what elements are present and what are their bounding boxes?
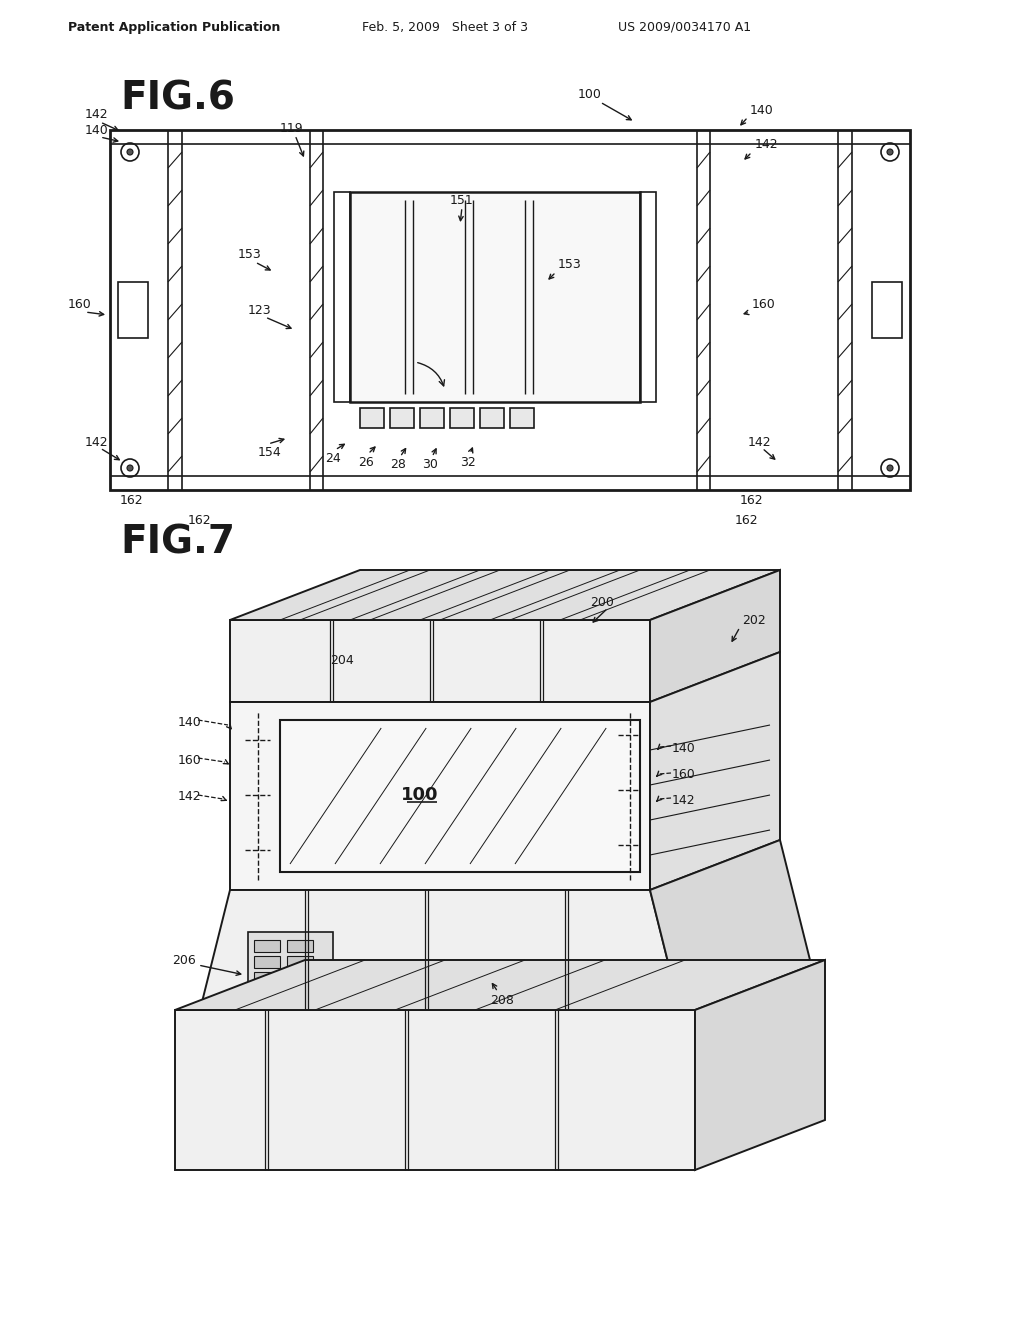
Text: 32: 32 (460, 455, 476, 469)
Bar (872, 282, 902, 338)
Polygon shape (175, 960, 825, 1010)
Text: 208: 208 (490, 994, 514, 1006)
Circle shape (127, 465, 133, 471)
Polygon shape (230, 620, 650, 702)
Bar (118, 282, 148, 338)
Text: 160: 160 (672, 768, 695, 781)
Text: 142: 142 (672, 793, 695, 807)
Text: 142: 142 (755, 139, 778, 152)
Text: 204: 204 (330, 653, 353, 667)
Text: 142: 142 (178, 791, 202, 804)
Text: 123: 123 (248, 304, 271, 317)
Bar (254, 940, 280, 952)
Polygon shape (695, 960, 825, 1170)
Bar (510, 408, 534, 428)
Text: 151: 151 (450, 194, 474, 206)
Text: 100: 100 (578, 88, 602, 102)
Bar (254, 956, 280, 968)
Polygon shape (230, 702, 650, 890)
Bar (110, 129, 910, 490)
Text: 162: 162 (188, 513, 212, 527)
Polygon shape (200, 890, 680, 1010)
Text: 162: 162 (740, 494, 764, 507)
Bar (640, 191, 656, 403)
Circle shape (887, 465, 893, 471)
Polygon shape (650, 652, 780, 890)
Text: 153: 153 (558, 259, 582, 272)
Text: 142: 142 (85, 436, 109, 449)
Bar (254, 972, 280, 983)
Text: 153: 153 (238, 248, 262, 261)
Text: 140: 140 (178, 715, 202, 729)
Text: 206: 206 (172, 953, 196, 966)
Bar (287, 940, 313, 952)
Text: FIG.7: FIG.7 (120, 523, 234, 561)
Text: US 2009/0034170 A1: US 2009/0034170 A1 (618, 21, 752, 33)
Polygon shape (230, 570, 780, 620)
Text: 162: 162 (735, 513, 759, 527)
Text: 140: 140 (85, 124, 109, 136)
Text: 119: 119 (280, 121, 304, 135)
Text: 100: 100 (401, 785, 438, 804)
Bar (390, 408, 414, 428)
Bar (287, 956, 313, 968)
Circle shape (887, 149, 893, 154)
Text: 30: 30 (422, 458, 438, 471)
Bar (450, 408, 474, 428)
Text: 154: 154 (258, 446, 282, 458)
Bar (480, 408, 504, 428)
Text: 200: 200 (590, 595, 613, 609)
Bar (360, 408, 384, 428)
Bar (420, 408, 444, 428)
Bar (287, 972, 313, 983)
Polygon shape (650, 840, 810, 1010)
Text: 162: 162 (120, 494, 143, 507)
Text: 24: 24 (325, 451, 341, 465)
Text: 202: 202 (742, 614, 766, 627)
Text: 140: 140 (750, 103, 774, 116)
Polygon shape (175, 1010, 695, 1170)
Text: 160: 160 (178, 754, 202, 767)
Text: 140: 140 (672, 742, 695, 755)
Text: 142: 142 (748, 436, 772, 449)
Text: FIG.6: FIG.6 (120, 79, 234, 117)
Text: 160: 160 (68, 298, 92, 312)
Bar (350, 191, 640, 403)
Bar (248, 932, 333, 993)
Text: Patent Application Publication: Patent Application Publication (68, 21, 281, 33)
Text: Feb. 5, 2009   Sheet 3 of 3: Feb. 5, 2009 Sheet 3 of 3 (362, 21, 528, 33)
Bar (280, 719, 640, 873)
Text: 28: 28 (390, 458, 406, 471)
Text: 142: 142 (85, 108, 109, 121)
Polygon shape (650, 570, 780, 702)
Bar (334, 191, 350, 403)
Text: 160: 160 (752, 298, 776, 312)
Circle shape (127, 149, 133, 154)
Text: 26: 26 (358, 455, 374, 469)
